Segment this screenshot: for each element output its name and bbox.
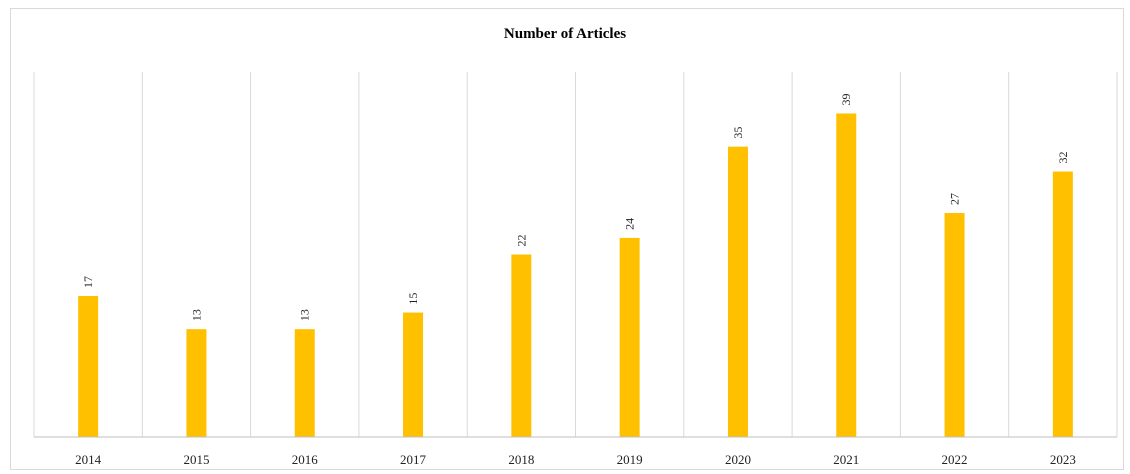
bar-2019 xyxy=(619,237,640,437)
x-tick-label-2016: 2016 xyxy=(292,452,319,467)
data-label-2022: 27 xyxy=(948,193,962,205)
data-label-2023: 32 xyxy=(1056,152,1070,164)
bar-2023 xyxy=(1052,171,1073,437)
bar-2014 xyxy=(78,295,99,437)
bar-2015 xyxy=(186,329,207,437)
bar-2021 xyxy=(836,113,857,438)
data-label-2021: 39 xyxy=(839,93,853,105)
bar-2018 xyxy=(511,254,532,437)
x-tick-label-2020: 2020 xyxy=(725,452,751,467)
x-tick-label-2023: 2023 xyxy=(1050,452,1076,467)
data-label-2015: 13 xyxy=(189,309,203,321)
data-label-2019: 24 xyxy=(623,218,637,230)
x-tick-label-2021: 2021 xyxy=(833,452,859,467)
grid-lines xyxy=(33,72,1118,437)
data-label-2017: 15 xyxy=(406,293,420,305)
x-tick-label-2015: 2015 xyxy=(183,452,209,467)
x-tick-label-2019: 2019 xyxy=(617,452,643,467)
chart-title: Number of Articles xyxy=(503,26,627,42)
x-tick-label-2017: 2017 xyxy=(400,452,427,467)
x-tick-label-2018: 2018 xyxy=(508,452,534,467)
data-label-2018: 22 xyxy=(514,235,528,247)
bar-2022 xyxy=(944,213,965,437)
data-label-2016: 13 xyxy=(298,309,312,321)
x-tick-labels: 2014 2015 2016 2017 2018 2019 2020 2021 2022 2023 xyxy=(75,452,1076,467)
data-labels: 17 13 13 15 22 24 35 39 27 32 xyxy=(81,93,1070,321)
bar-2016 xyxy=(294,329,315,437)
x-tick-label-2022: 2022 xyxy=(942,452,968,467)
bars xyxy=(78,113,1073,438)
x-tick-label-2014: 2014 xyxy=(75,452,102,467)
data-label-2020: 35 xyxy=(731,127,745,139)
bar-2017 xyxy=(403,312,424,437)
data-label-2014: 17 xyxy=(81,276,95,288)
bar-2020 xyxy=(727,146,748,437)
